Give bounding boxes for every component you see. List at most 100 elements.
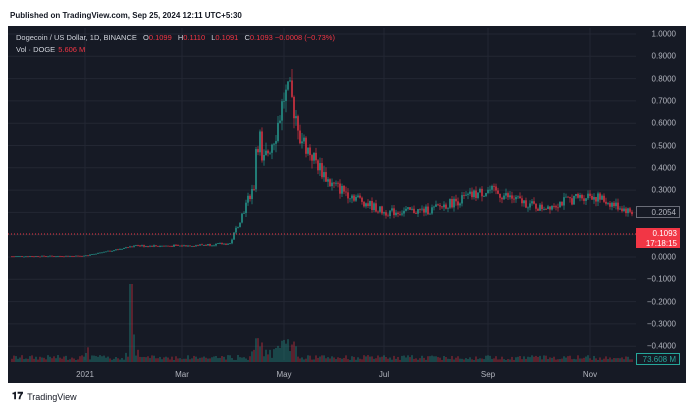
candle-body (615, 202, 617, 207)
symbol-legend: Dogecoin / US Dollar, 1D, BINANCE O0.109… (16, 33, 335, 42)
volume-bar (295, 346, 297, 362)
volume-bar (597, 359, 599, 362)
volume-bar (571, 359, 573, 362)
candle-body (245, 202, 247, 213)
candle-body (193, 246, 195, 247)
volume-bar (285, 343, 287, 362)
volume-bar (291, 344, 293, 362)
candle-body (461, 195, 463, 204)
volume-bar (323, 355, 325, 362)
volume-bar (303, 359, 305, 362)
candle-body (407, 207, 409, 209)
volume-bar (241, 357, 243, 362)
time-tick-label: Jul (378, 370, 390, 379)
volume-bar (297, 356, 299, 362)
volume-bar (625, 356, 627, 362)
volume-bar (321, 355, 323, 362)
volume-bar (55, 358, 57, 362)
candle-body (409, 207, 411, 210)
candle-body (27, 256, 29, 258)
candle-body (371, 200, 373, 211)
volume-bar (319, 356, 321, 362)
candle-body (475, 190, 477, 198)
candle-body (73, 255, 75, 257)
candle-body (47, 256, 49, 258)
candle-body (511, 195, 513, 199)
candle-body (361, 197, 363, 202)
candle-body (577, 193, 579, 198)
volume-bar (591, 359, 593, 362)
candle-body (333, 182, 335, 184)
candle-body (133, 245, 135, 247)
volume-bar (621, 357, 623, 362)
volume-bar (411, 355, 413, 362)
volume-bar (247, 359, 249, 362)
candle-body (77, 255, 79, 257)
candle-body (383, 212, 385, 214)
volume-bar (425, 359, 427, 362)
volume-bar (165, 356, 167, 362)
volume-bar (203, 356, 205, 362)
candle-body (101, 252, 103, 254)
price-tick-label: 0.0000 (651, 252, 676, 262)
candle-body (567, 196, 569, 198)
candle-body (297, 116, 299, 131)
candle-body (595, 197, 597, 202)
candle-body (279, 120, 281, 123)
candle-body (425, 206, 427, 213)
volume-bar (215, 356, 217, 362)
candle-body (429, 213, 431, 215)
candle-body (413, 208, 415, 214)
volume-bar (87, 347, 89, 362)
candle-body (93, 253, 95, 255)
brand[interactable]: 𝟏𝟕 TradingView (12, 391, 77, 402)
candle-body (211, 245, 213, 247)
candle-body (517, 196, 519, 198)
candle-body (433, 206, 435, 208)
volume-bar (167, 357, 169, 362)
candle-body (71, 255, 73, 257)
candle-body (585, 198, 587, 201)
candle-body (543, 209, 545, 210)
candle-body (103, 251, 105, 253)
volume-bar (609, 357, 611, 362)
candle-body (299, 130, 301, 144)
candle-body (373, 203, 375, 211)
candle-body (503, 195, 505, 200)
volume-bar (475, 356, 477, 362)
candle-body (609, 203, 611, 207)
candle-body (559, 201, 561, 208)
candle-body (63, 256, 65, 258)
volume-bar (631, 359, 633, 362)
volume-bar (283, 339, 285, 362)
volume-bar (435, 356, 437, 362)
candle-body (489, 189, 491, 191)
volume-bar (177, 358, 179, 362)
candle-body (441, 206, 443, 208)
candle-body (243, 212, 245, 214)
candle-body (81, 255, 83, 257)
candle-body (627, 208, 629, 214)
price-tick-label: −0.3000 (646, 319, 676, 329)
candle-body (215, 243, 217, 246)
volume-bar (221, 356, 223, 362)
volume-bar (593, 355, 595, 362)
volume-bar (489, 355, 491, 362)
candle-body (119, 248, 121, 250)
candle-body (227, 243, 229, 245)
candle-body (619, 208, 621, 210)
volume-bar (207, 358, 209, 362)
candle-body (159, 246, 161, 247)
price-tick-label: 0.6000 (651, 118, 676, 128)
volume-bar (465, 358, 467, 362)
candle-body (23, 256, 25, 258)
volume-bar (365, 356, 367, 362)
volume-bar (557, 359, 559, 362)
volume-bar (413, 358, 415, 362)
candle-body (631, 211, 633, 215)
change-value: −0.0008 (−0.73%) (274, 33, 335, 42)
candle-body (513, 198, 515, 200)
volume-bar (211, 357, 213, 362)
candle-body (43, 255, 45, 257)
volume-bar (519, 355, 521, 362)
